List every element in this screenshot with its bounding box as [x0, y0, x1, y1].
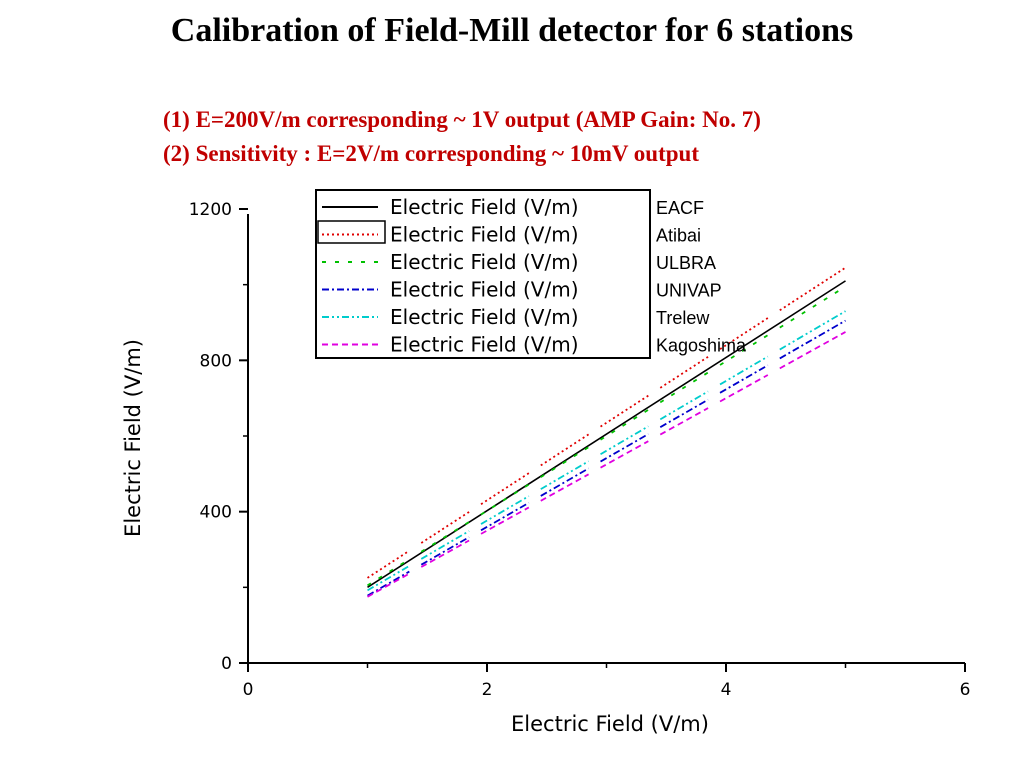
series-segment	[779, 331, 846, 370]
legend-entry-label: Electric Field (V/m)	[390, 278, 579, 302]
series-line-ulbra	[367, 285, 846, 587]
chart-legend: Electric Field (V/m) EACF Electric Field (…	[315, 189, 747, 359]
slide-title: Calibration of Field-Mill detector for 6…	[170, 12, 854, 49]
series-segment	[600, 440, 649, 469]
legend-box	[315, 189, 651, 359]
series-segment	[367, 570, 410, 597]
series-segment	[779, 310, 846, 351]
series-segment	[367, 565, 410, 592]
x-tick-label: 4	[721, 680, 732, 700]
series-segment	[659, 356, 709, 389]
series-segment	[367, 549, 410, 579]
series-segment	[367, 280, 846, 589]
legend-entry-label: Electric Field (V/m)	[390, 250, 579, 274]
legend-station-name: EACF	[656, 198, 704, 218]
series-segment	[779, 319, 846, 360]
series-segment	[659, 390, 709, 421]
legend-entry-label: Electric Field (V/m)	[390, 305, 579, 329]
series-segment	[480, 506, 530, 535]
series-segment	[420, 530, 470, 560]
legend-station-name: Kagoshima	[656, 336, 747, 356]
chart-axes: 0 2 4 6 0 400 800 1200	[189, 200, 971, 700]
x-tick-label: 6	[960, 680, 971, 700]
series-segment	[540, 446, 590, 478]
series-segment	[420, 536, 470, 566]
y-tick-label: 400	[200, 503, 232, 523]
series-line-kagoshima	[367, 331, 846, 598]
legend-entry-label: Electric Field (V/m)	[390, 333, 579, 357]
series-segment	[779, 285, 846, 329]
series-segment	[600, 433, 649, 463]
x-axis-label: Electric Field (V/m)	[511, 712, 709, 736]
x-tick-label: 0	[243, 680, 254, 700]
series-segment	[600, 409, 649, 441]
y-tick-label: 1200	[189, 200, 232, 220]
series-line-univap	[367, 319, 846, 597]
y-tick-label: 800	[200, 351, 232, 371]
legend-highlight	[317, 220, 386, 244]
series-line-eacf	[367, 280, 846, 589]
series-segment	[719, 334, 769, 366]
series-segment	[719, 374, 769, 403]
series-segment	[367, 572, 410, 598]
chart-series-lines	[367, 266, 846, 598]
series-segment	[480, 502, 530, 532]
series-segment	[659, 407, 709, 436]
series-line-atibai	[367, 266, 846, 579]
series-segment	[779, 266, 846, 312]
series-line-trelew	[367, 310, 846, 592]
series-segment	[719, 364, 769, 394]
series-segment	[540, 473, 590, 502]
legend-station-name: Atibai	[656, 226, 701, 246]
series-segment	[719, 355, 769, 386]
legend-station-name: UNIVAP	[656, 281, 722, 301]
series-segment	[480, 495, 530, 525]
series-segment	[659, 371, 709, 404]
series-segment	[540, 467, 590, 497]
series-segment	[367, 558, 410, 587]
y-axis-label: Electric Field (V/m)	[121, 339, 145, 537]
series-segment	[420, 521, 470, 553]
y-tick-label: 0	[221, 654, 232, 674]
legend-entry-label: Electric Field (V/m)	[390, 223, 579, 247]
legend-station-name: Trelew	[656, 308, 710, 328]
x-tick-label: 2	[482, 680, 493, 700]
series-segment	[420, 539, 470, 568]
series-segment	[480, 483, 530, 516]
legend-station-name: ULBRA	[656, 253, 716, 273]
calibration-note-2: (2) Sensitivity : E=2V/m corresponding ~…	[163, 141, 699, 166]
series-segment	[540, 460, 590, 490]
calibration-note-1: (1) E=200V/m corresponding ~ 1V output (…	[163, 107, 761, 132]
legend-entry-label: Electric Field (V/m)	[390, 195, 579, 219]
series-segment	[600, 425, 649, 456]
series-segment	[659, 398, 709, 428]
